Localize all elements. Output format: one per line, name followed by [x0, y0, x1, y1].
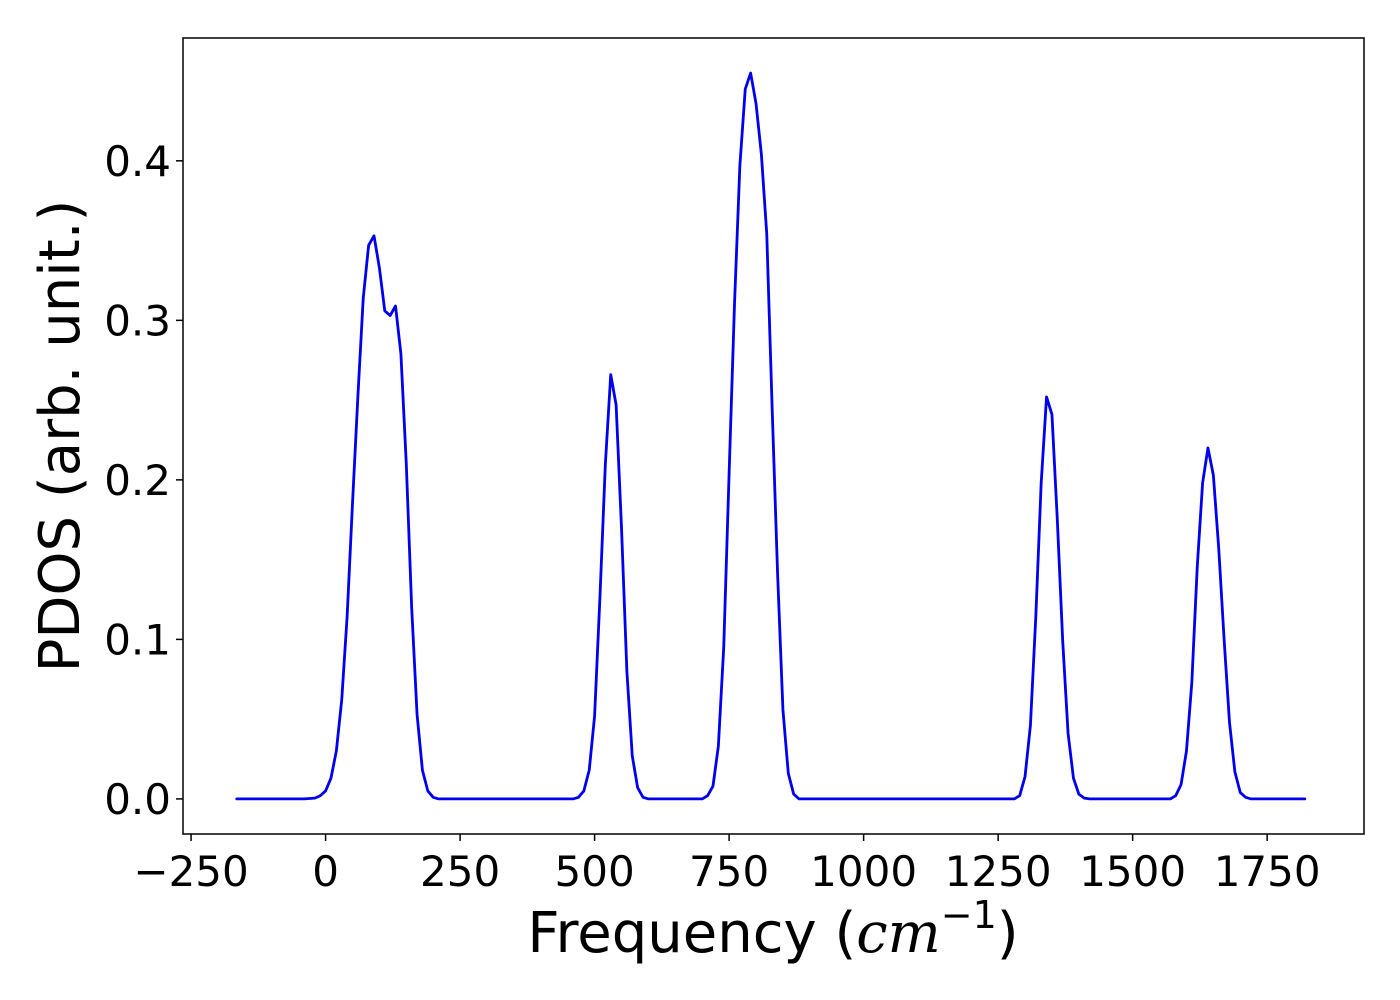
plot-area: [182, 37, 1365, 835]
x-tick-label: 1000: [810, 847, 917, 896]
x-axis-label-suffix: ): [997, 901, 1019, 966]
x-axis-ticks: −250 0 250 500 750 1000 1250 1500 1750: [133, 834, 1321, 896]
pdos-series-line: [235, 71, 1307, 801]
x-tick-label: 500: [555, 847, 635, 896]
x-tick-label: 250: [420, 847, 500, 896]
plot-frame: [182, 37, 1365, 835]
x-axis-label-math: cm: [856, 901, 940, 966]
x-axis-label: Frequency (cm−1): [527, 893, 1018, 966]
y-tick-label: 0.1: [104, 615, 171, 664]
x-tick-label: 750: [689, 847, 769, 896]
y-axis-ticks: 0.0 0.1 0.2 0.3 0.4: [104, 137, 183, 824]
y-tick-label: 0.2: [104, 456, 171, 505]
x-axis-label-prefix: Frequency (: [527, 901, 856, 966]
y-tick-label: 0.4: [104, 137, 171, 186]
y-axis-label: PDOS (arb. unit.): [28, 200, 93, 673]
x-tick-label: −250: [133, 847, 248, 896]
x-tick-label: 1750: [1214, 847, 1321, 896]
y-tick-label: 0.0: [104, 775, 171, 824]
x-axis-label-superscript: −1: [941, 893, 997, 937]
x-tick-label: 0: [312, 847, 339, 896]
x-tick-label: 1500: [1079, 847, 1186, 896]
y-tick-label: 0.3: [104, 296, 171, 345]
x-tick-label: 1250: [945, 847, 1052, 896]
